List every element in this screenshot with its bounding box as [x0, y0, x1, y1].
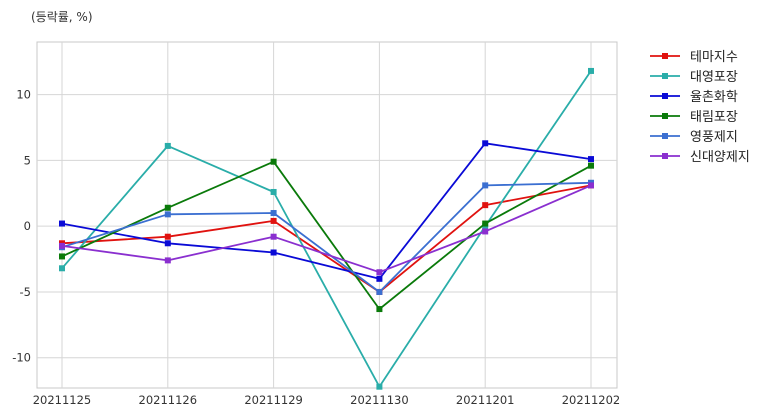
data-point	[59, 220, 65, 227]
series-line	[61, 70, 592, 388]
axes: 20211125 20211126 20211129 20211130 20211201…	[12, 88, 620, 407]
legend-swatch-marker	[662, 113, 668, 119]
series-line	[61, 181, 592, 293]
x-tick-label: 20211201	[456, 393, 515, 407]
legend-item: 율촌화학	[650, 90, 738, 105]
data-point	[588, 67, 594, 74]
data-point	[164, 204, 171, 211]
series-6	[59, 182, 594, 276]
data-point	[482, 228, 489, 235]
legend-label: 태림포장	[690, 110, 738, 125]
y-tick-label: 0	[24, 219, 31, 233]
data-point	[59, 242, 65, 249]
data-point	[482, 220, 489, 227]
legend-swatch-marker	[662, 53, 668, 59]
data-point	[588, 182, 594, 189]
legend-item: 테마지수	[650, 50, 738, 65]
data-point	[588, 162, 594, 169]
data-point	[376, 288, 383, 295]
data-point	[164, 233, 171, 240]
data-point	[270, 249, 277, 256]
data-point	[270, 210, 277, 217]
legend-swatch-marker	[662, 133, 668, 139]
data-point	[270, 188, 277, 195]
legend-item: 영풍제지	[650, 130, 738, 145]
legend-item: 신대양제지	[650, 150, 750, 165]
data-point	[482, 140, 489, 147]
data-point	[164, 257, 171, 264]
data-point	[270, 233, 277, 240]
data-point	[376, 306, 383, 313]
data-point	[164, 240, 171, 247]
data-point	[376, 383, 383, 390]
legend-label: 대영포장	[690, 70, 738, 85]
series-4	[59, 158, 594, 313]
series-2	[59, 67, 594, 390]
data-point	[270, 158, 277, 165]
legend-swatch-marker	[662, 153, 668, 159]
legend-label: 신대양제지	[690, 150, 750, 165]
legend-swatch-marker	[662, 73, 668, 79]
series-layer	[59, 67, 594, 390]
data-point	[164, 142, 171, 149]
data-point	[482, 182, 489, 189]
data-point	[376, 275, 383, 282]
legend-item: 태림포장	[650, 110, 738, 125]
x-tick-label: 20211126	[139, 393, 198, 407]
series-line	[61, 142, 592, 280]
data-point	[376, 269, 383, 276]
data-point	[164, 211, 171, 218]
x-tick-label: 20211125	[33, 393, 92, 407]
x-tick-label: 20211130	[350, 393, 409, 407]
data-point	[588, 156, 594, 163]
data-point	[482, 202, 489, 209]
y-tick-label: -10	[12, 351, 31, 365]
series-line	[61, 184, 592, 274]
legend-label: 율촌화학	[690, 90, 738, 105]
y-tick-label: 10	[16, 88, 31, 102]
y-tick-label: 5	[24, 153, 31, 167]
x-tick-label: 20211129	[244, 393, 303, 407]
grid	[36, 41, 618, 389]
x-tick-label: 20211202	[562, 393, 621, 407]
legend-item: 대영포장	[650, 70, 738, 85]
data-point	[59, 265, 65, 272]
data-point	[59, 253, 65, 260]
legend-label: 영풍제지	[690, 130, 738, 145]
y-unit-label: (등락률, %)	[31, 10, 93, 24]
legend-label: 테마지수	[690, 50, 738, 65]
y-tick-label: -5	[20, 285, 31, 299]
legend-swatch-marker	[662, 93, 668, 99]
data-point	[270, 217, 277, 224]
series-3	[59, 140, 594, 282]
plot-frame	[36, 41, 618, 389]
series-line	[61, 160, 592, 311]
